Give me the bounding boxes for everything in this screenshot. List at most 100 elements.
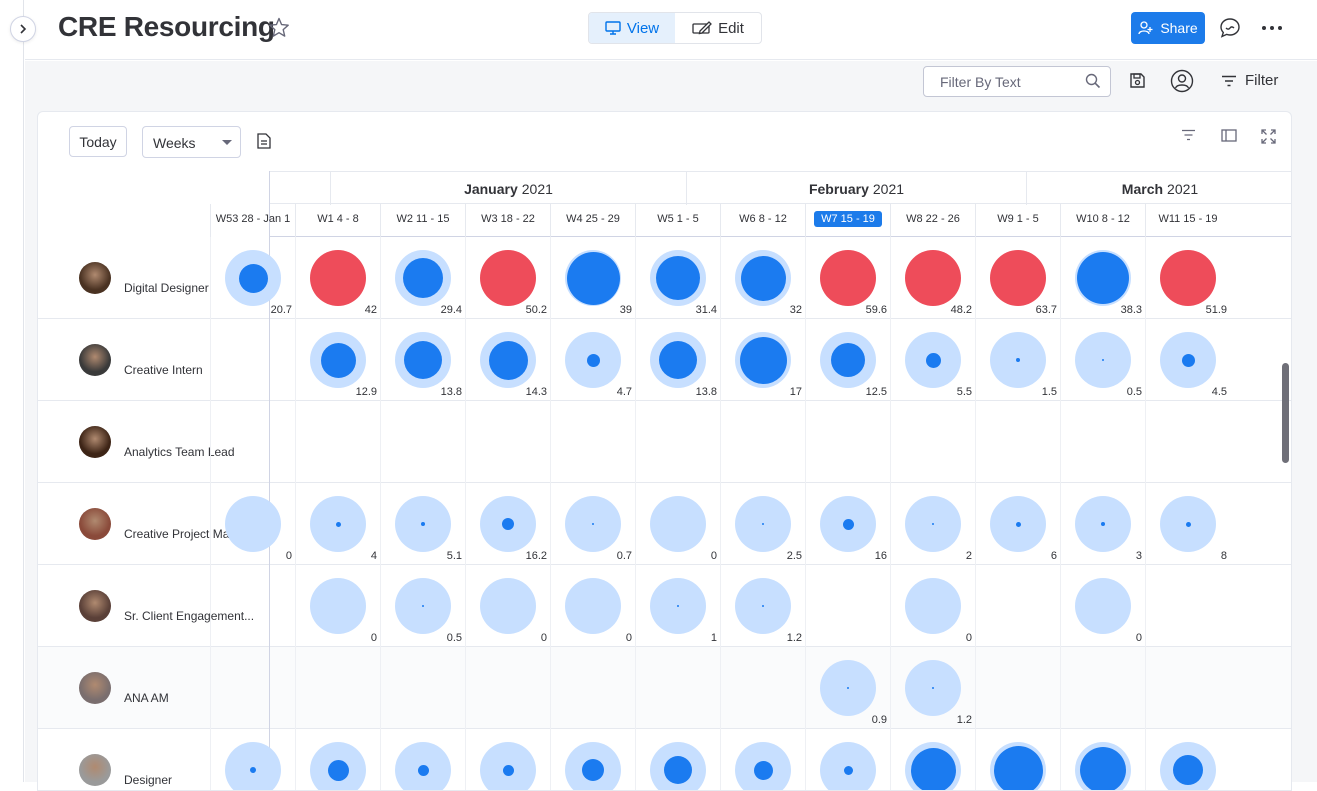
workload-bubble[interactable]: [480, 578, 536, 634]
avatar[interactable]: [79, 754, 111, 786]
workload-bubble[interactable]: [565, 578, 621, 634]
workload-cell: [295, 647, 380, 729]
avatar[interactable]: [79, 426, 111, 458]
avatar[interactable]: [79, 672, 111, 704]
workload-bubble[interactable]: [735, 578, 791, 634]
workload-bubble[interactable]: [310, 578, 366, 634]
expand-sidebar-button[interactable]: [10, 16, 36, 42]
star-icon[interactable]: [267, 16, 291, 40]
share-button[interactable]: Share: [1131, 12, 1205, 44]
workload-bubble[interactable]: [1160, 496, 1216, 552]
workload-bubble[interactable]: [1160, 332, 1216, 388]
workload-fill: [587, 354, 600, 367]
export-document-icon[interactable]: [257, 133, 271, 149]
workload-bubble[interactable]: [1160, 742, 1216, 791]
workload-bubble[interactable]: [1160, 250, 1216, 306]
workload-bubble[interactable]: [480, 250, 536, 306]
workload-bubble[interactable]: [395, 742, 451, 791]
workload-bubble[interactable]: [820, 660, 876, 716]
workload-bubble[interactable]: [820, 496, 876, 552]
workload-bubble[interactable]: [565, 496, 621, 552]
filter-by-text-input[interactable]: Filter By Text: [923, 66, 1111, 97]
workload-bubble[interactable]: [1075, 496, 1131, 552]
avatar[interactable]: [79, 262, 111, 294]
workload-bubble[interactable]: [395, 496, 451, 552]
workload-bubble[interactable]: [905, 250, 961, 306]
workload-cell: 5.1: [380, 483, 465, 565]
workload-bubble[interactable]: [310, 332, 366, 388]
workload-bubble[interactable]: [905, 332, 961, 388]
avatar[interactable]: [79, 344, 111, 376]
workload-bubble[interactable]: [735, 250, 791, 306]
workload-bubble[interactable]: [990, 742, 1046, 791]
avatar[interactable]: [79, 590, 111, 622]
workload-cell: 0.9: [805, 647, 890, 729]
timescale-dropdown[interactable]: Weeks: [142, 126, 241, 158]
workload-bubble[interactable]: [990, 496, 1046, 552]
board-title[interactable]: CRE Resourcing: [58, 11, 275, 43]
workload-bubble[interactable]: [565, 250, 621, 306]
more-options-icon[interactable]: [1261, 18, 1283, 38]
workload-bubble[interactable]: [480, 742, 536, 791]
workload-bubble[interactable]: [905, 578, 961, 634]
workload-bubble[interactable]: [820, 250, 876, 306]
workload-bubble[interactable]: [650, 250, 706, 306]
workload-bubble[interactable]: [650, 742, 706, 791]
widget-filter-icon[interactable]: [1181, 129, 1196, 141]
workload-value: 0.5: [447, 632, 462, 644]
edit-mode-button[interactable]: Edit: [675, 13, 761, 43]
workload-bubble[interactable]: [480, 496, 536, 552]
avatar[interactable]: [79, 508, 111, 540]
workload-bubble[interactable]: [310, 250, 366, 306]
workload-cell: 8: [1145, 483, 1230, 565]
workload-bubble[interactable]: [905, 660, 961, 716]
workload-bubble[interactable]: [820, 742, 876, 791]
view-mode-button[interactable]: View: [589, 13, 675, 43]
workload-bubble[interactable]: [225, 742, 281, 791]
workload-value: 12.5: [866, 386, 887, 398]
workload-bubble[interactable]: [565, 332, 621, 388]
workload-bubble[interactable]: [650, 496, 706, 552]
workload-bubble[interactable]: [905, 742, 961, 791]
workload-fill: [994, 746, 1043, 791]
workload-fill: [250, 767, 256, 773]
side-panel-icon[interactable]: [1221, 129, 1237, 142]
workload-bubble[interactable]: [480, 332, 536, 388]
workload-bubble[interactable]: [395, 250, 451, 306]
fullscreen-icon[interactable]: [1261, 129, 1276, 144]
workload-cell: [805, 565, 890, 647]
workload-bubble[interactable]: [1075, 332, 1131, 388]
workload-bubble[interactable]: [650, 332, 706, 388]
workload-bubble[interactable]: [310, 742, 366, 791]
today-button[interactable]: Today: [69, 126, 127, 157]
workload-bubble[interactable]: [735, 496, 791, 552]
workload-bubble[interactable]: [990, 332, 1046, 388]
vertical-scrollbar[interactable]: [1282, 363, 1289, 463]
workload-bubble[interactable]: [1075, 250, 1131, 306]
workload-bubble[interactable]: [820, 332, 876, 388]
workload-bubble[interactable]: [225, 250, 281, 306]
workload-bubble[interactable]: [1075, 742, 1131, 791]
save-icon[interactable]: [1129, 72, 1146, 89]
workload-bubble[interactable]: [735, 332, 791, 388]
workload-bubble[interactable]: [990, 250, 1046, 306]
workload-bubble[interactable]: [905, 496, 961, 552]
workload-value: 29.4: [441, 304, 462, 316]
workload-bubble[interactable]: [225, 496, 281, 552]
chat-icon[interactable]: [1219, 17, 1241, 39]
person-filter-icon[interactable]: [1170, 69, 1194, 93]
month-name: February: [809, 181, 869, 197]
week-header-2: W2 11 - 15: [380, 204, 465, 237]
workload-bubble[interactable]: [395, 332, 451, 388]
workload-bubble[interactable]: [650, 578, 706, 634]
workload-bubble[interactable]: [1075, 578, 1131, 634]
filter-button[interactable]: Filter: [1221, 72, 1278, 89]
workload-cell: 0: [550, 565, 635, 647]
workload-bubble[interactable]: [395, 578, 451, 634]
chevron-right-icon: [18, 24, 28, 34]
workload-bubble[interactable]: [735, 742, 791, 791]
workload-bubble[interactable]: [565, 742, 621, 791]
workload-bubble[interactable]: [310, 496, 366, 552]
